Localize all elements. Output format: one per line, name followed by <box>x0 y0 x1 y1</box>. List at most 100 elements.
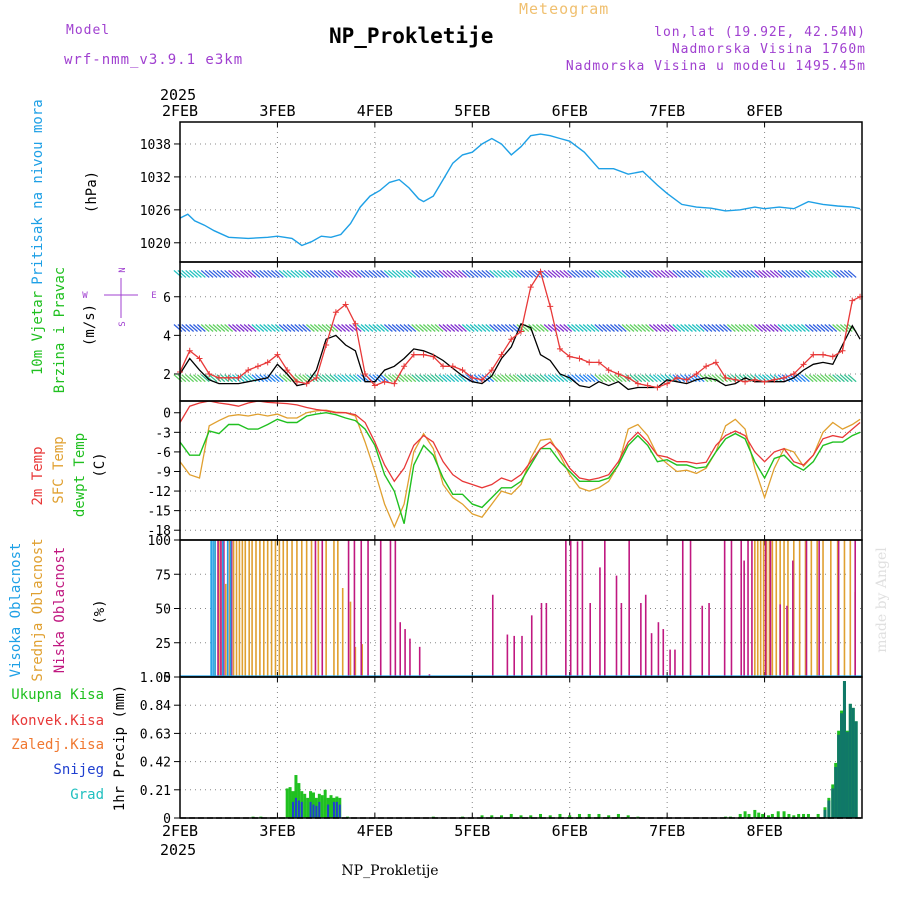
wind-speed-marker <box>323 342 330 349</box>
wind-speed-marker <box>440 363 447 370</box>
precip-snow-bar <box>312 804 315 818</box>
precip-total-bar <box>761 813 765 818</box>
wind-barb <box>407 374 417 383</box>
wind-barb <box>582 324 592 332</box>
ytick-label: 1.05 <box>140 671 171 686</box>
ytick-label: 0.42 <box>140 756 171 771</box>
wind-barb <box>196 374 206 383</box>
wind-barb <box>368 324 378 332</box>
wind-barb <box>547 374 557 383</box>
wind-barb <box>672 269 682 278</box>
bottom-day-labels: 2FEB 3FEB 4FEB 5FEB 6FEB 7FEB 8FEB <box>162 822 783 840</box>
wind-barb <box>828 269 838 278</box>
wind-speed-marker <box>498 351 505 358</box>
wind-barb <box>504 269 514 278</box>
wind-barb <box>637 269 647 278</box>
precip-total-bar <box>519 815 523 818</box>
precip-total-bar <box>329 795 333 818</box>
wind-barb <box>504 324 514 332</box>
wind-barb <box>621 324 631 332</box>
wind-barb <box>711 324 721 332</box>
wind-barb <box>680 324 690 332</box>
wind-barb <box>758 374 767 383</box>
wind-barb <box>239 324 249 332</box>
ytick-label: -6 <box>155 446 171 461</box>
wind-barb <box>524 374 534 383</box>
wind-barb <box>567 269 576 278</box>
wind-barb <box>528 269 538 278</box>
wind-speed-marker <box>820 351 827 358</box>
legend-freezing: Zaledj.Kisa <box>11 737 104 753</box>
wind-speed-marker <box>829 353 836 360</box>
precip-teal-bar <box>840 713 844 818</box>
wind-barb <box>613 374 623 383</box>
wind-barb <box>707 374 717 383</box>
top-day-label: 5FEB <box>454 102 490 120</box>
precip-total-bar <box>787 813 791 818</box>
bottom-day-label: 2FEB <box>162 822 198 840</box>
wind-barb <box>403 374 413 383</box>
wind-barb <box>695 269 705 278</box>
wind-barb <box>247 269 257 278</box>
wind-barb <box>352 269 362 278</box>
wind-barb <box>633 324 643 332</box>
wind-barb <box>563 324 573 332</box>
wind-barb <box>785 324 795 332</box>
bottom-day-label: 5FEB <box>454 822 490 840</box>
wind-barb <box>687 324 697 332</box>
wind-speed-marker <box>225 374 232 381</box>
ytick-label: 0.21 <box>140 784 171 799</box>
wind-speed-marker <box>556 345 563 352</box>
wind-barb <box>286 324 296 332</box>
wind-barb <box>582 269 592 278</box>
wind-barb <box>668 374 678 383</box>
precip-total-bar <box>597 813 601 818</box>
wind-barb <box>422 269 432 278</box>
precip-total-bar <box>306 797 310 818</box>
wind-barb <box>352 374 362 383</box>
wind-barb <box>485 324 495 332</box>
precip-total-bar <box>776 811 780 818</box>
wind-barb <box>228 324 237 332</box>
wind-barb <box>321 324 331 332</box>
wind-barb <box>243 374 253 383</box>
wind-barb <box>454 269 463 278</box>
wind-barb <box>189 269 198 278</box>
wind-barb <box>528 374 538 383</box>
wind-barb <box>555 269 565 278</box>
wind-barb <box>836 374 845 383</box>
wind-barb <box>742 324 752 332</box>
top-day-label: 4FEB <box>357 102 393 120</box>
wind-barb <box>539 374 549 383</box>
wind-speed-marker <box>245 367 252 374</box>
wind-barb <box>177 269 187 278</box>
wind-barb <box>508 374 518 383</box>
wind-barb <box>341 269 350 278</box>
wind-barb <box>302 269 311 278</box>
wind-speed-marker <box>800 361 807 368</box>
wind-barb <box>212 324 222 332</box>
temp-labels: 2m Temp SFC Temp dewpt Temp (C) <box>30 433 108 517</box>
temp-unit: (C) <box>92 452 108 477</box>
precip-total-bar <box>587 813 591 818</box>
wind-barb <box>263 269 273 278</box>
wind-barb <box>820 374 830 383</box>
wind-barb <box>387 269 397 278</box>
wind-barb <box>189 374 198 383</box>
wind-barb <box>193 324 202 332</box>
compass-s: S <box>118 321 128 326</box>
ytick-label: 25 <box>155 637 171 652</box>
wind-barb <box>797 269 806 278</box>
ytick-label: 4 <box>163 329 171 344</box>
ytick-label: 75 <box>155 568 171 583</box>
wind-barb <box>824 374 834 383</box>
wind-barb <box>348 374 358 383</box>
wind-speed-marker <box>566 353 573 360</box>
precip-total-bar <box>548 815 552 818</box>
wind-speed-marker <box>576 355 583 362</box>
compass-n: N <box>118 267 128 272</box>
precip-total-bar <box>806 813 810 818</box>
wind-barb <box>800 374 810 383</box>
wind-barb <box>571 269 580 278</box>
wind-barb <box>645 269 654 278</box>
